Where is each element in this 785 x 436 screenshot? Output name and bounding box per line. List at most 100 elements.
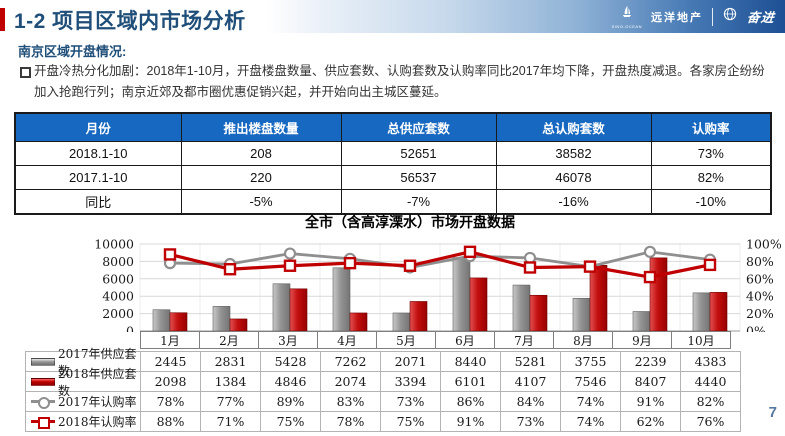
table-cell: 2018.1-10	[14, 141, 182, 166]
data-table-value-cell: 1384	[201, 372, 261, 392]
square-marker	[343, 256, 357, 270]
table-cell: 38582	[495, 141, 652, 166]
summary-col-header: 总供应套数	[340, 112, 497, 142]
data-table-value-cell: 74%	[561, 412, 621, 432]
right-axis-tick-label: 60%	[746, 271, 774, 286]
x-axis-category-label: 2月	[199, 331, 259, 349]
bar	[469, 277, 488, 332]
bar	[229, 318, 248, 332]
data-table-value-cell: 77%	[201, 392, 261, 412]
x-axis-category-label: 5月	[376, 331, 436, 349]
data-table-value-cell: 2098	[141, 372, 201, 392]
table-cell: 52651	[340, 141, 497, 166]
data-table-value-cell: 71%	[201, 412, 261, 432]
bullet-square-icon	[20, 67, 31, 78]
left-axis-tick-label: 8000	[102, 254, 134, 269]
bar	[649, 257, 668, 332]
bar	[349, 312, 368, 332]
square-marker	[703, 258, 717, 272]
data-table-value-cell: 82%	[681, 392, 741, 412]
x-axis-category-label: 7月	[494, 331, 554, 349]
line-2018-series	[163, 245, 717, 284]
x-axis-category-label: 6月	[435, 331, 495, 349]
data-table-value-cell: 4440	[681, 372, 741, 392]
left-axis-tick-label: 4000	[102, 289, 134, 304]
table-cell: 73%	[650, 141, 772, 166]
data-table-value-cell: 91%	[441, 412, 501, 432]
data-table-value-cell: 75%	[261, 412, 321, 432]
bar	[169, 312, 188, 332]
bar	[152, 309, 171, 332]
table-cell: 同比	[14, 189, 182, 215]
chart-data-table: 2017年供应套数 2445 2831 5428 7262 2071 8440 5281 375…	[25, 347, 741, 432]
table-cell: 220	[180, 165, 342, 190]
fenjin-logo-text: 奋进	[746, 10, 776, 25]
table-cell: 46078	[495, 165, 652, 190]
table-cell: 208	[180, 141, 342, 166]
square-marker	[463, 245, 477, 259]
sino-ocean-sail-icon	[619, 5, 635, 24]
right-axis-tick-label: 40%	[746, 289, 774, 304]
bar	[289, 288, 308, 332]
summary-col-header: 月份	[14, 112, 182, 142]
table-cell: -16%	[495, 189, 652, 215]
page-title: 1-2 项目区域内市场分析	[14, 10, 246, 33]
data-table-value-cell: 6101	[441, 372, 501, 392]
bar	[452, 257, 471, 332]
data-table-value-cell: 84%	[501, 392, 561, 412]
x-axis-category-label: 4月	[317, 331, 377, 349]
data-table-value-cell: 2074	[321, 372, 381, 392]
data-table-value-cell: 76%	[681, 412, 741, 432]
right-axis-tick-label: 20%	[746, 306, 774, 321]
sino-ocean-logo-text: 远洋地产	[650, 11, 703, 24]
data-table-value-cell: 5281	[501, 352, 561, 372]
legend-cell: 2018年认购率	[26, 412, 141, 432]
square-marker	[223, 263, 237, 276]
data-table-value-cell: 78%	[321, 412, 381, 432]
square-marker	[523, 261, 537, 274]
circle-marker	[643, 245, 657, 258]
data-table-value-cell: 4383	[681, 352, 741, 372]
data-table-value-cell: 3755	[561, 352, 621, 372]
left-axis-tick-label: 6000	[102, 271, 134, 286]
legend-label: 2017年供应套数	[58, 346, 137, 378]
data-table-value-cell: 88%	[141, 412, 201, 432]
data-table-value-cell: 73%	[501, 412, 561, 432]
data-table-value-cell: 89%	[261, 392, 321, 412]
x-axis-category-label: 3月	[258, 331, 318, 349]
summary-col-header: 推出楼盘数量	[180, 112, 342, 142]
data-table-value-cell: 8407	[621, 372, 681, 392]
square-marker	[403, 259, 417, 272]
left-axis-tick-label: 2000	[102, 306, 134, 321]
right-axis-tick-label: 80%	[746, 254, 774, 269]
data-table-value-cell: 5428	[261, 352, 321, 372]
summary-table: 月份 推出楼盘数量 总供应套数 总认购套数 认购率 2018.1-10 208 52651 3…	[14, 112, 772, 215]
square-marker	[163, 248, 177, 261]
x-axis-category-label: 8月	[553, 331, 613, 349]
section-heading: 南京区域开盘情况:	[18, 44, 127, 59]
table-cell: -10%	[650, 189, 772, 215]
right-axis-tick-label: 0%	[746, 324, 766, 333]
summary-table-header: 月份 推出楼盘数量 总供应套数 总认购套数 认购率	[14, 112, 772, 142]
data-table-value-cell: 3394	[381, 372, 441, 392]
data-table-value-cell: 73%	[381, 392, 441, 412]
square-marker	[283, 259, 297, 272]
x-axis-category-label: 10月	[671, 331, 731, 349]
bar	[709, 292, 728, 332]
square-marker	[643, 270, 657, 284]
left-axis-tick-label: 10000	[94, 237, 134, 252]
bullet-paragraph: 开盘冷热分化加剧：2018年1-10月，开盘楼盘数量、供应套数、认购套数及认购率…	[18, 61, 774, 103]
legend-bar-red-icon	[31, 377, 55, 386]
square-marker	[583, 260, 597, 273]
table-row: 2017.1-10 220 56537 46078 82%	[14, 165, 772, 190]
table-cell: -7%	[340, 189, 497, 215]
data-table-value-cell: 86%	[441, 392, 501, 412]
data-table-value-cell: 91%	[621, 392, 681, 412]
title-accent-bar	[0, 8, 5, 31]
page-number: 7	[768, 404, 777, 421]
table-cell: -5%	[180, 189, 342, 215]
data-table-value-cell: 2071	[381, 352, 441, 372]
bar	[572, 298, 591, 332]
circle-marker	[283, 247, 297, 260]
